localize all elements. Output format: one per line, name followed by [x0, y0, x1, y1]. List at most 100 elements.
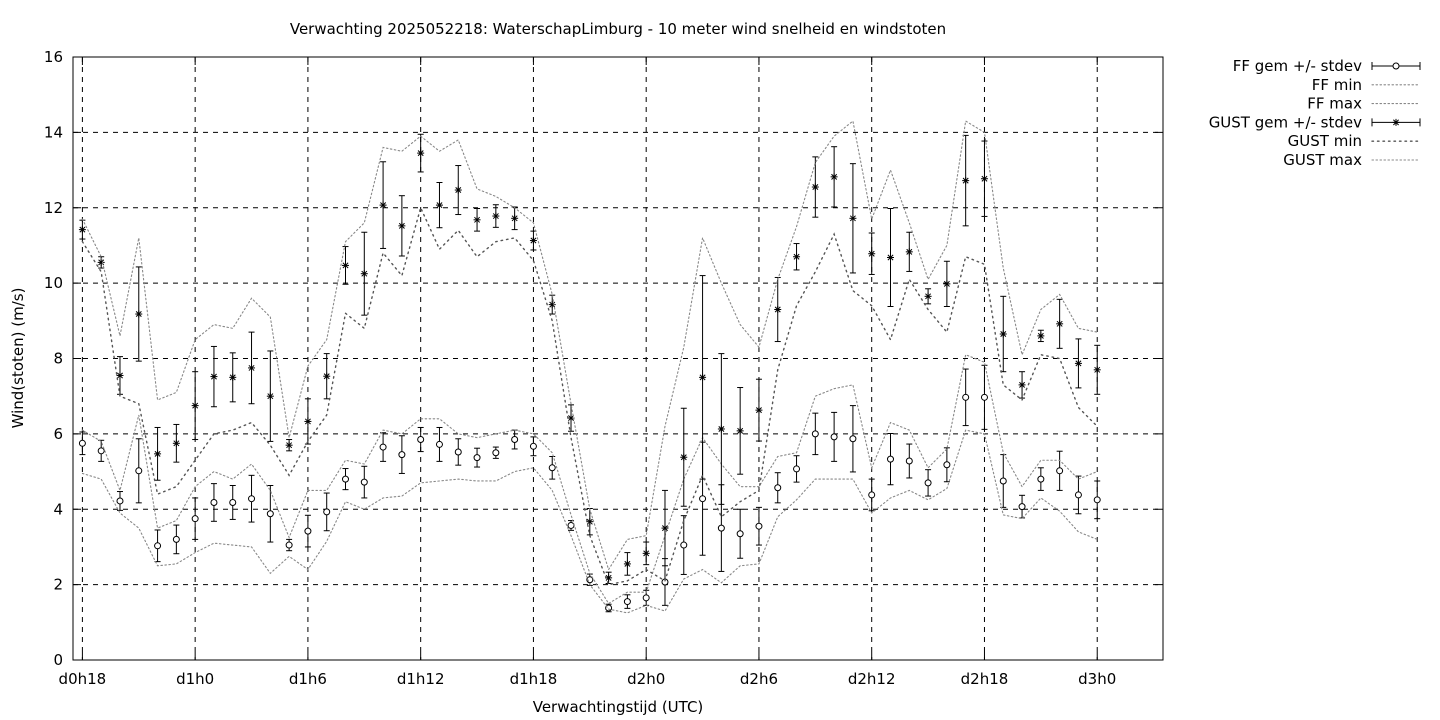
star-stroke [774, 306, 781, 313]
marker-star [736, 427, 744, 435]
star-stroke [79, 226, 86, 233]
marker-circle [774, 484, 782, 492]
star-stroke [380, 202, 387, 209]
marker-circle [905, 457, 913, 465]
data-point-ff-gem-stdev [511, 429, 519, 450]
data-point-gust-gem-stdev [1093, 344, 1101, 395]
data-point-gust-gem-stdev [999, 295, 1007, 373]
data-point-gust-gem-stdev [285, 439, 293, 452]
marker-star [849, 214, 857, 222]
data-point-ff-gem-stdev [1056, 450, 1064, 491]
data-point-ff-gem-stdev [135, 438, 143, 504]
star-stroke [586, 518, 593, 525]
star-stroke [154, 450, 161, 457]
data-point-gust-gem-stdev [266, 350, 274, 442]
data-point-ff-gem-stdev [529, 436, 537, 457]
marker-circle [379, 443, 387, 451]
x-tick-label: d1h0 [176, 670, 214, 688]
star-stroke [981, 175, 988, 182]
data-point-gust-gem-stdev [905, 231, 913, 272]
data-point-ff-gem-stdev [492, 446, 500, 459]
star-stroke [304, 418, 311, 425]
data-point-ff-gem-stdev [1093, 480, 1101, 520]
marker-star [755, 406, 763, 414]
star-stroke [568, 415, 574, 422]
marker-star [529, 237, 537, 245]
marker-star [78, 226, 86, 234]
data-point-gust-gem-stdev [417, 133, 425, 173]
data-point-gust-gem-stdev [210, 345, 218, 408]
grid [73, 57, 1163, 660]
data-point-gust-gem-stdev [924, 288, 932, 305]
legend-label: GUST min [1288, 132, 1362, 150]
data-point-ff-gem-stdev [887, 432, 894, 486]
data-point-gust-gem-stdev [229, 352, 237, 403]
marker-circle [887, 455, 894, 463]
marker-circle [717, 524, 725, 532]
marker-star [548, 301, 556, 309]
star-stroke [192, 402, 199, 409]
marker-circle [849, 435, 857, 443]
star-stroke [831, 173, 838, 180]
marker-circle [1093, 496, 1101, 504]
data-point-gust-gem-stdev [135, 266, 143, 362]
marker-circle [999, 477, 1007, 485]
marker-star [924, 292, 932, 300]
y-tick-label: 10 [44, 274, 63, 292]
data-point-gust-gem-stdev [492, 204, 500, 228]
star-stroke [1037, 332, 1044, 339]
data-point-ff-gem-stdev [943, 447, 951, 483]
data-point-gust-gem-stdev [473, 208, 481, 232]
data-point-ff-gem-stdev [435, 426, 443, 462]
star-stroke [229, 374, 236, 381]
x-tick-label: d2h18 [961, 670, 1009, 688]
data-point-ff-gem-stdev [849, 405, 857, 473]
data-point-ff-gem-stdev [210, 483, 218, 522]
data-point-gust-gem-stdev [78, 219, 86, 240]
x-tick-label: d0h18 [59, 670, 107, 688]
data-point-gust-gem-stdev [323, 353, 331, 400]
data-point-gust-gem-stdev [1056, 298, 1064, 349]
marker-circle [323, 508, 331, 516]
marker-star [116, 371, 124, 379]
data-point-gust-gem-stdev [605, 571, 613, 584]
star-stroke [643, 550, 650, 557]
star-stroke [662, 525, 668, 532]
star-stroke [1000, 331, 1007, 337]
marker-circle [78, 439, 86, 447]
data-point-gust-gem-stdev [398, 195, 406, 257]
data-point-ff-gem-stdev [473, 447, 481, 468]
data-point-ff-gem-stdev [962, 368, 970, 427]
marker-star [323, 372, 331, 380]
star-stroke [737, 427, 744, 434]
data-point-gust-gem-stdev [116, 356, 124, 395]
star-stroke [417, 150, 424, 157]
marker-circle [980, 393, 988, 401]
legend-marker-star [1392, 118, 1400, 126]
data-point-gust-gem-stdev [1074, 338, 1082, 389]
marker-star [135, 310, 143, 318]
data-point-ff-gem-stdev [1037, 467, 1045, 491]
marker-circle [417, 436, 425, 444]
marker-circle [360, 478, 368, 486]
marker-circle [642, 594, 650, 602]
data-point-ff-gem-stdev [548, 455, 556, 480]
star-stroke [699, 374, 706, 381]
star-stroke [474, 216, 481, 223]
marker-circle [191, 515, 199, 523]
star-stroke [1075, 360, 1082, 367]
x-tick-label: d2h0 [627, 670, 665, 688]
marker-circle [548, 464, 556, 472]
star-stroke [868, 250, 875, 257]
marker-circle [492, 449, 500, 457]
data-point-gust-gem-stdev [699, 275, 707, 480]
marker-star [1037, 332, 1045, 340]
marker-circle [342, 475, 349, 483]
data-point-ff-gem-stdev [398, 435, 406, 474]
y-tick-label: 16 [44, 48, 63, 66]
star-stroke [342, 262, 349, 269]
data-point-ff-gem-stdev [417, 426, 425, 453]
marker-star [774, 306, 782, 314]
